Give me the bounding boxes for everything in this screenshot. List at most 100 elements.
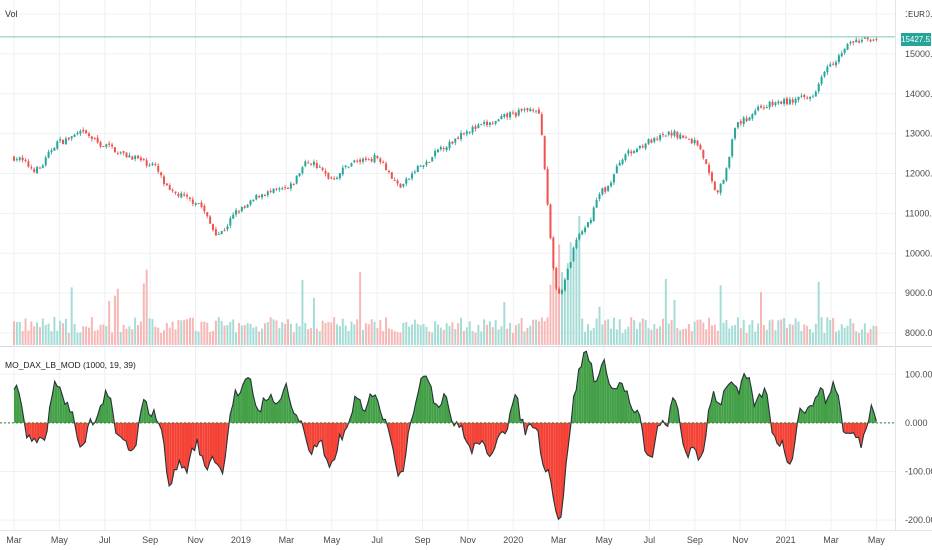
candle-body (829, 64, 832, 67)
candle-body (275, 188, 278, 190)
candle-body (494, 121, 497, 124)
candle-body (679, 134, 682, 139)
volume-bar (269, 317, 272, 345)
candle-body (670, 132, 673, 136)
oscillator-area[interactable] (0, 350, 895, 521)
candle-body (503, 114, 506, 117)
osc-fill-segment (118, 422, 121, 437)
volume-bar (287, 319, 290, 345)
candle-body (272, 188, 275, 193)
candle-body (595, 200, 598, 208)
volume-bar (661, 318, 664, 345)
candle-body (387, 170, 390, 173)
price-tick-label: 14000.000 (905, 89, 932, 99)
volume-bar (480, 331, 483, 345)
osc-fill-segment (627, 390, 630, 423)
volume-bar (310, 328, 313, 345)
volume-bar (546, 317, 549, 345)
candle-body (549, 204, 552, 239)
osc-fill-segment (555, 422, 559, 520)
volume-bar (116, 288, 119, 345)
volume-bar (607, 319, 610, 345)
volume-bar (134, 317, 137, 345)
volume-bar (777, 320, 780, 345)
candle-body (627, 150, 630, 154)
candle-body (278, 188, 281, 190)
osc-fill-segment (334, 422, 338, 460)
candle-body (15, 159, 18, 161)
volume-bar (364, 323, 367, 345)
volume-bar (390, 329, 393, 345)
volume-bar (21, 331, 24, 345)
candle-body (338, 173, 341, 179)
volume-bar (488, 321, 491, 345)
candle-body (333, 178, 336, 180)
candle-body (321, 167, 324, 171)
candle-body (604, 187, 607, 192)
volume-bar (125, 328, 128, 345)
price-tick-label: 11000.000 (905, 208, 932, 218)
volume-bar (705, 329, 708, 345)
volume-bar (641, 318, 644, 345)
osc-fill-segment (436, 404, 439, 423)
volume-bar (87, 327, 90, 345)
candle-body (875, 38, 878, 40)
volume-bar (739, 328, 742, 345)
volume-bar (30, 321, 33, 345)
candle-body (676, 131, 679, 138)
volume-bar (633, 320, 636, 345)
volume-bar (679, 330, 682, 345)
candle-body (705, 159, 708, 164)
volume-bar (635, 328, 638, 345)
candle-body (24, 159, 27, 161)
osc-fill-segment (576, 369, 579, 423)
osc-fill-segment (372, 394, 376, 423)
volume-bar (229, 321, 232, 345)
osc-fill-segment (502, 422, 505, 434)
osc-fill-segment (362, 409, 366, 423)
volume-bar (295, 323, 298, 345)
candle-body (116, 153, 119, 155)
candle-body (255, 195, 258, 200)
osc-fill-segment (550, 422, 554, 498)
osc-fill-segment (558, 422, 561, 520)
volume-bar (47, 323, 50, 345)
volume-bar (791, 324, 794, 345)
volume-bar (315, 328, 318, 345)
candle-body (448, 141, 451, 149)
candle-body (702, 149, 705, 159)
candle-body (555, 267, 558, 289)
candle-body (113, 147, 116, 153)
osc-fill-segment (278, 398, 282, 423)
osc-fill-segment (515, 394, 518, 423)
osc-fill-segment (123, 422, 126, 441)
candle-body (295, 175, 298, 184)
candle-body (188, 197, 191, 199)
candle-body (540, 114, 543, 136)
osc-fill-segment (583, 351, 587, 423)
candle-body (800, 95, 803, 97)
candle-body (266, 191, 269, 196)
candle-body (532, 109, 535, 111)
candle-body (860, 39, 863, 42)
osc-fill-segment (103, 390, 106, 423)
volume-bar (445, 323, 448, 345)
volume-bar (687, 323, 690, 345)
osc-fill-segment (242, 379, 246, 423)
osc-fill-segment (476, 422, 480, 445)
osc-fill-segment (499, 422, 503, 434)
price-candles[interactable] (13, 36, 878, 295)
volume-bar (601, 324, 604, 345)
volume-bar (708, 317, 711, 345)
candle-body (566, 268, 569, 280)
candle-body (794, 98, 797, 103)
candle-body (240, 206, 243, 212)
volume-bar (555, 288, 558, 345)
candle-body (174, 191, 177, 194)
volume-bar (757, 323, 760, 345)
osc-fill-segment (171, 422, 175, 484)
osc-fill-segment (504, 422, 508, 434)
osc-fill-segment (128, 422, 132, 451)
volume-bar (656, 328, 659, 345)
